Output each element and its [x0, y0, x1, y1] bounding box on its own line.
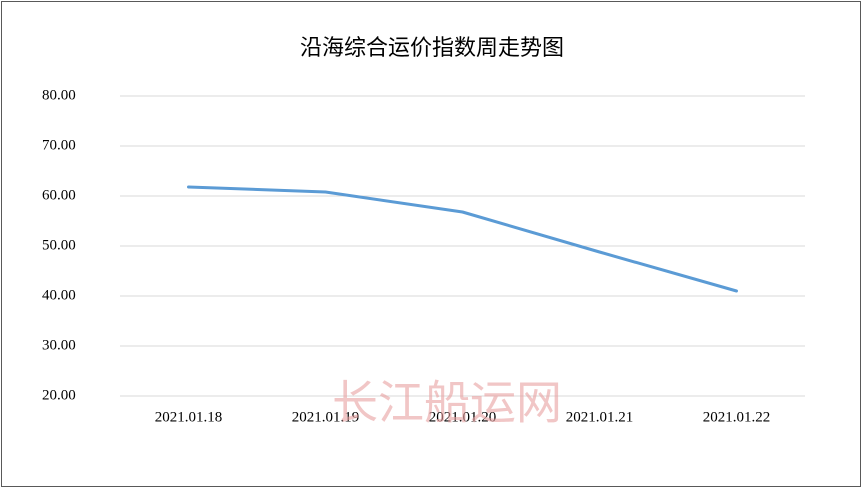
- x-tick-label: 2021.01.20: [429, 409, 497, 425]
- x-tick-label: 2021.01.18: [155, 409, 223, 425]
- chart-title: 沿海综合运价指数周走势图: [300, 35, 564, 60]
- x-tick-label: 2021.01.22: [703, 409, 771, 425]
- y-tick-label: 40.00: [42, 287, 76, 303]
- x-tick-label: 2021.01.19: [292, 409, 360, 425]
- y-tick-label: 60.00: [42, 187, 76, 203]
- y-tick-label: 30.00: [42, 337, 76, 353]
- watermark: 长江船运网: [332, 378, 562, 429]
- y-tick-label: 50.00: [42, 237, 76, 253]
- y-tick-label: 70.00: [42, 137, 76, 153]
- line-series: [187, 185, 738, 293]
- y-tick-label: 80.00: [42, 87, 76, 103]
- y-tick-label: 20.00: [42, 387, 76, 403]
- x-tick-label: 2021.01.21: [566, 409, 634, 425]
